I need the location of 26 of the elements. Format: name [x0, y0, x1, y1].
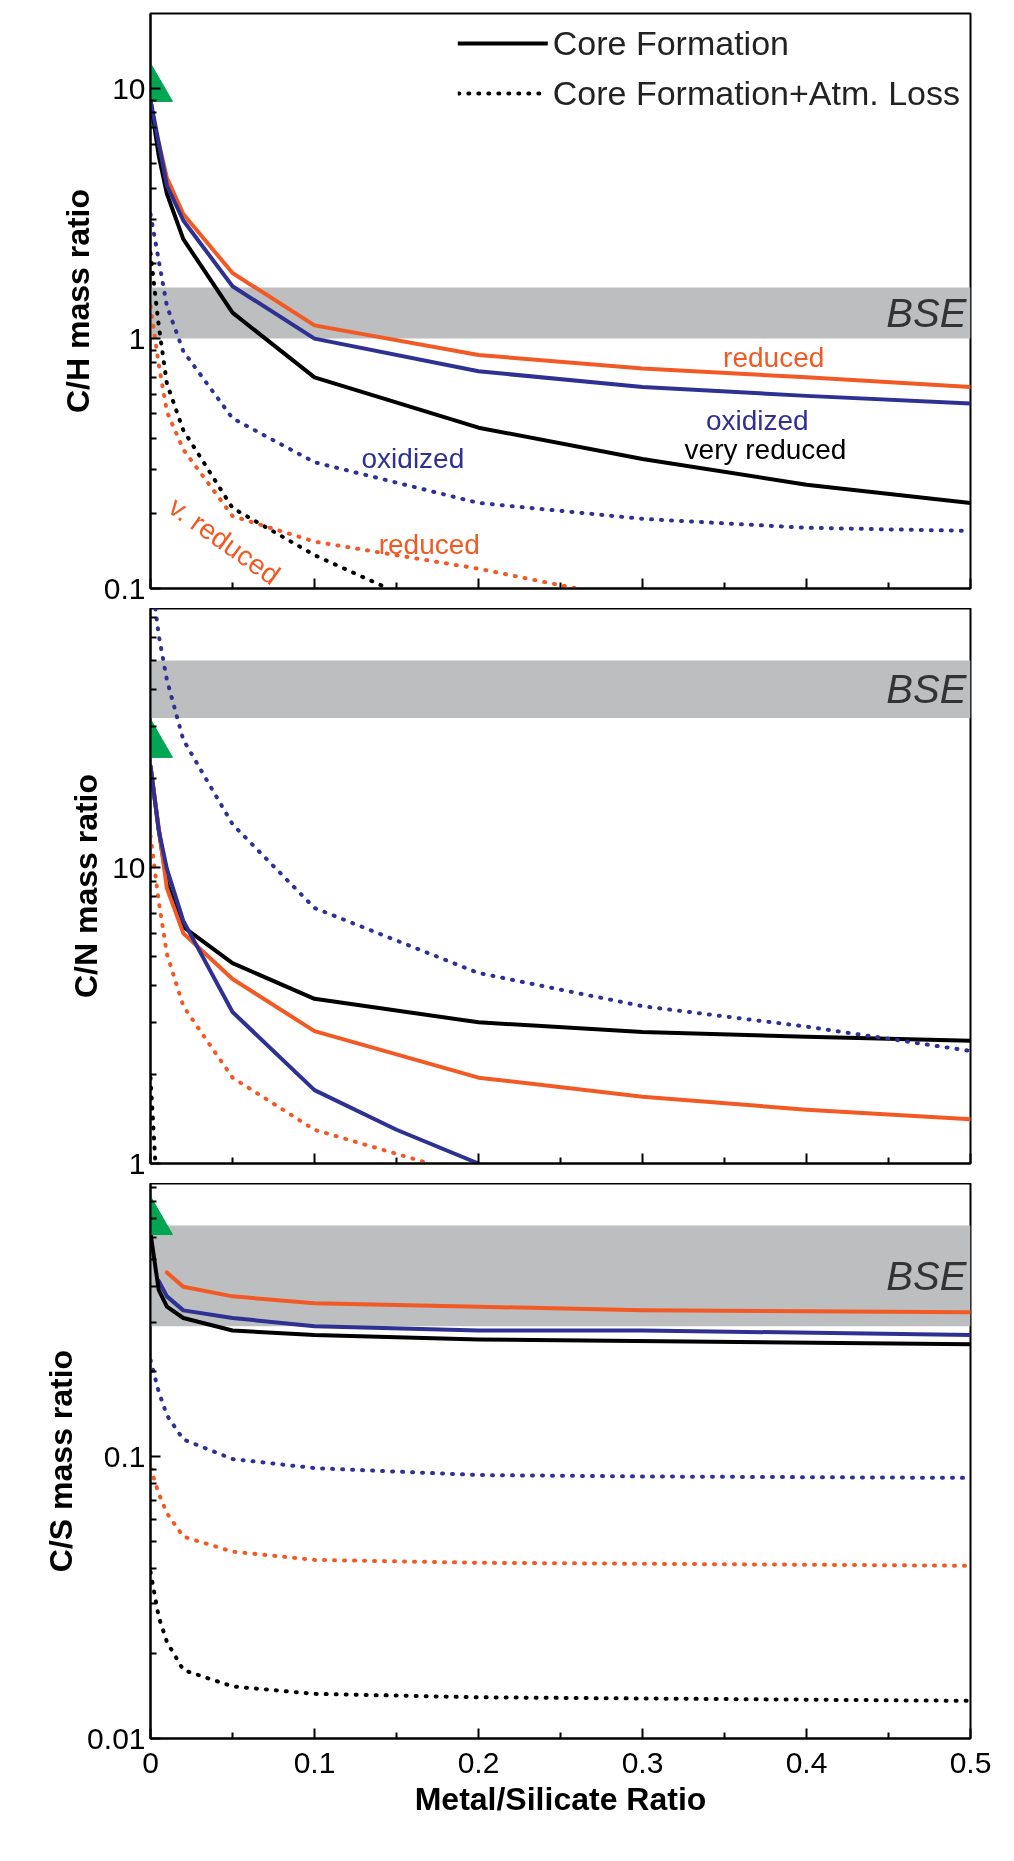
x-tick-label: 0.4 — [785, 1745, 828, 1779]
y-axis-title: C/N mass ratio — [68, 773, 105, 999]
annotation: oxidized — [361, 443, 465, 475]
line-series — [153, 608, 971, 1053]
line-series — [150, 304, 579, 589]
x-tick-label: 0.3 — [621, 1745, 664, 1779]
annotation: reduced — [723, 342, 825, 374]
y-tick-label: 0.01 — [87, 1721, 146, 1755]
y-tick-label: 1 — [128, 1146, 146, 1180]
x-tick-label: 0.5 — [949, 1745, 992, 1779]
y-tick-label: 0.1 — [103, 1439, 146, 1473]
x-tick-label: 0.2 — [457, 1745, 500, 1779]
band-label: BSE — [886, 667, 968, 712]
y-axis-title: C/H mass ratio — [59, 188, 96, 414]
legend-label: Core Formation — [552, 23, 789, 63]
band-label: BSE — [886, 291, 968, 336]
y-tick-label: 10 — [112, 71, 146, 105]
y-tick-label: 0.1 — [103, 571, 146, 605]
legend-label: Core Formation+Atm. Loss — [552, 73, 960, 113]
x-axis-title: Metal/Silicate Ratio — [414, 1780, 707, 1817]
y-tick-label: 10 — [112, 850, 146, 884]
annotation: reduced — [378, 529, 480, 560]
y-axis-title: C/S mass ratio — [43, 1349, 80, 1573]
y-tick-label: 1 — [128, 321, 146, 355]
x-tick-label: 0.1 — [293, 1745, 336, 1779]
band-label: BSE — [886, 1253, 968, 1298]
